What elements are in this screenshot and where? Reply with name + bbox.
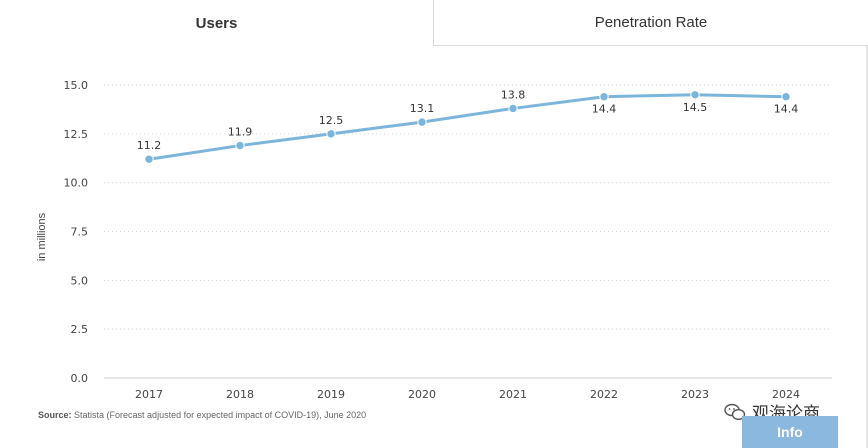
line-chart: 0.0 2.5 5.0 7.5 10.0 12.5 15.0 2017 2018 2019 2020… <box>64 79 832 401</box>
data-point <box>781 92 791 102</box>
y-tick-label: 5.0 <box>71 274 89 287</box>
data-label: 11.9 <box>228 126 253 139</box>
source-label: Source: <box>38 410 72 420</box>
data-label: 14.4 <box>774 103 799 116</box>
data-label: 14.4 <box>592 103 617 116</box>
data-label: 13.1 <box>410 102 435 115</box>
x-tick-label: 2018 <box>226 388 254 401</box>
x-tick-label: 2021 <box>499 388 527 401</box>
panel-border <box>866 46 868 448</box>
x-tick-label: 2022 <box>590 388 618 401</box>
y-tick-label: 2.5 <box>71 323 89 336</box>
tab-bar: Users Penetration Rate <box>0 0 868 46</box>
x-tick-label: 2020 <box>408 388 436 401</box>
y-tick-label: 7.5 <box>71 226 89 239</box>
y-tick-label: 10.0 <box>64 177 89 190</box>
data-label: 12.5 <box>319 114 344 127</box>
data-point <box>326 129 336 139</box>
tab-penetration-rate[interactable]: Penetration Rate <box>433 0 868 46</box>
data-point <box>599 92 609 102</box>
y-tick-label: 0.0 <box>71 372 89 385</box>
data-point <box>235 140 245 151</box>
source-note: Source: Statista (Forecast adjusted for … <box>38 410 366 420</box>
data-point <box>508 103 518 114</box>
data-point <box>690 90 700 100</box>
wechat-icon <box>724 403 746 421</box>
series-line <box>147 93 788 161</box>
x-tick-label: 2024 <box>772 388 800 401</box>
data-point <box>417 117 427 127</box>
x-tick-label: 2017 <box>135 388 163 401</box>
y-tick-label: 15.0 <box>64 79 89 92</box>
data-label: 13.8 <box>501 88 526 101</box>
data-label: 11.2 <box>137 139 162 152</box>
y-axis-label: in millions <box>36 212 48 262</box>
info-button[interactable]: Info <box>742 416 838 448</box>
x-tick-label: 2019 <box>317 388 345 401</box>
tab-users[interactable]: Users <box>0 0 433 46</box>
source-text: Statista (Forecast adjusted for expected… <box>74 410 367 420</box>
x-tick-label: 2023 <box>681 388 709 401</box>
data-label: 14.5 <box>683 101 708 114</box>
y-tick-label: 12.5 <box>64 128 89 141</box>
data-point <box>144 154 154 164</box>
